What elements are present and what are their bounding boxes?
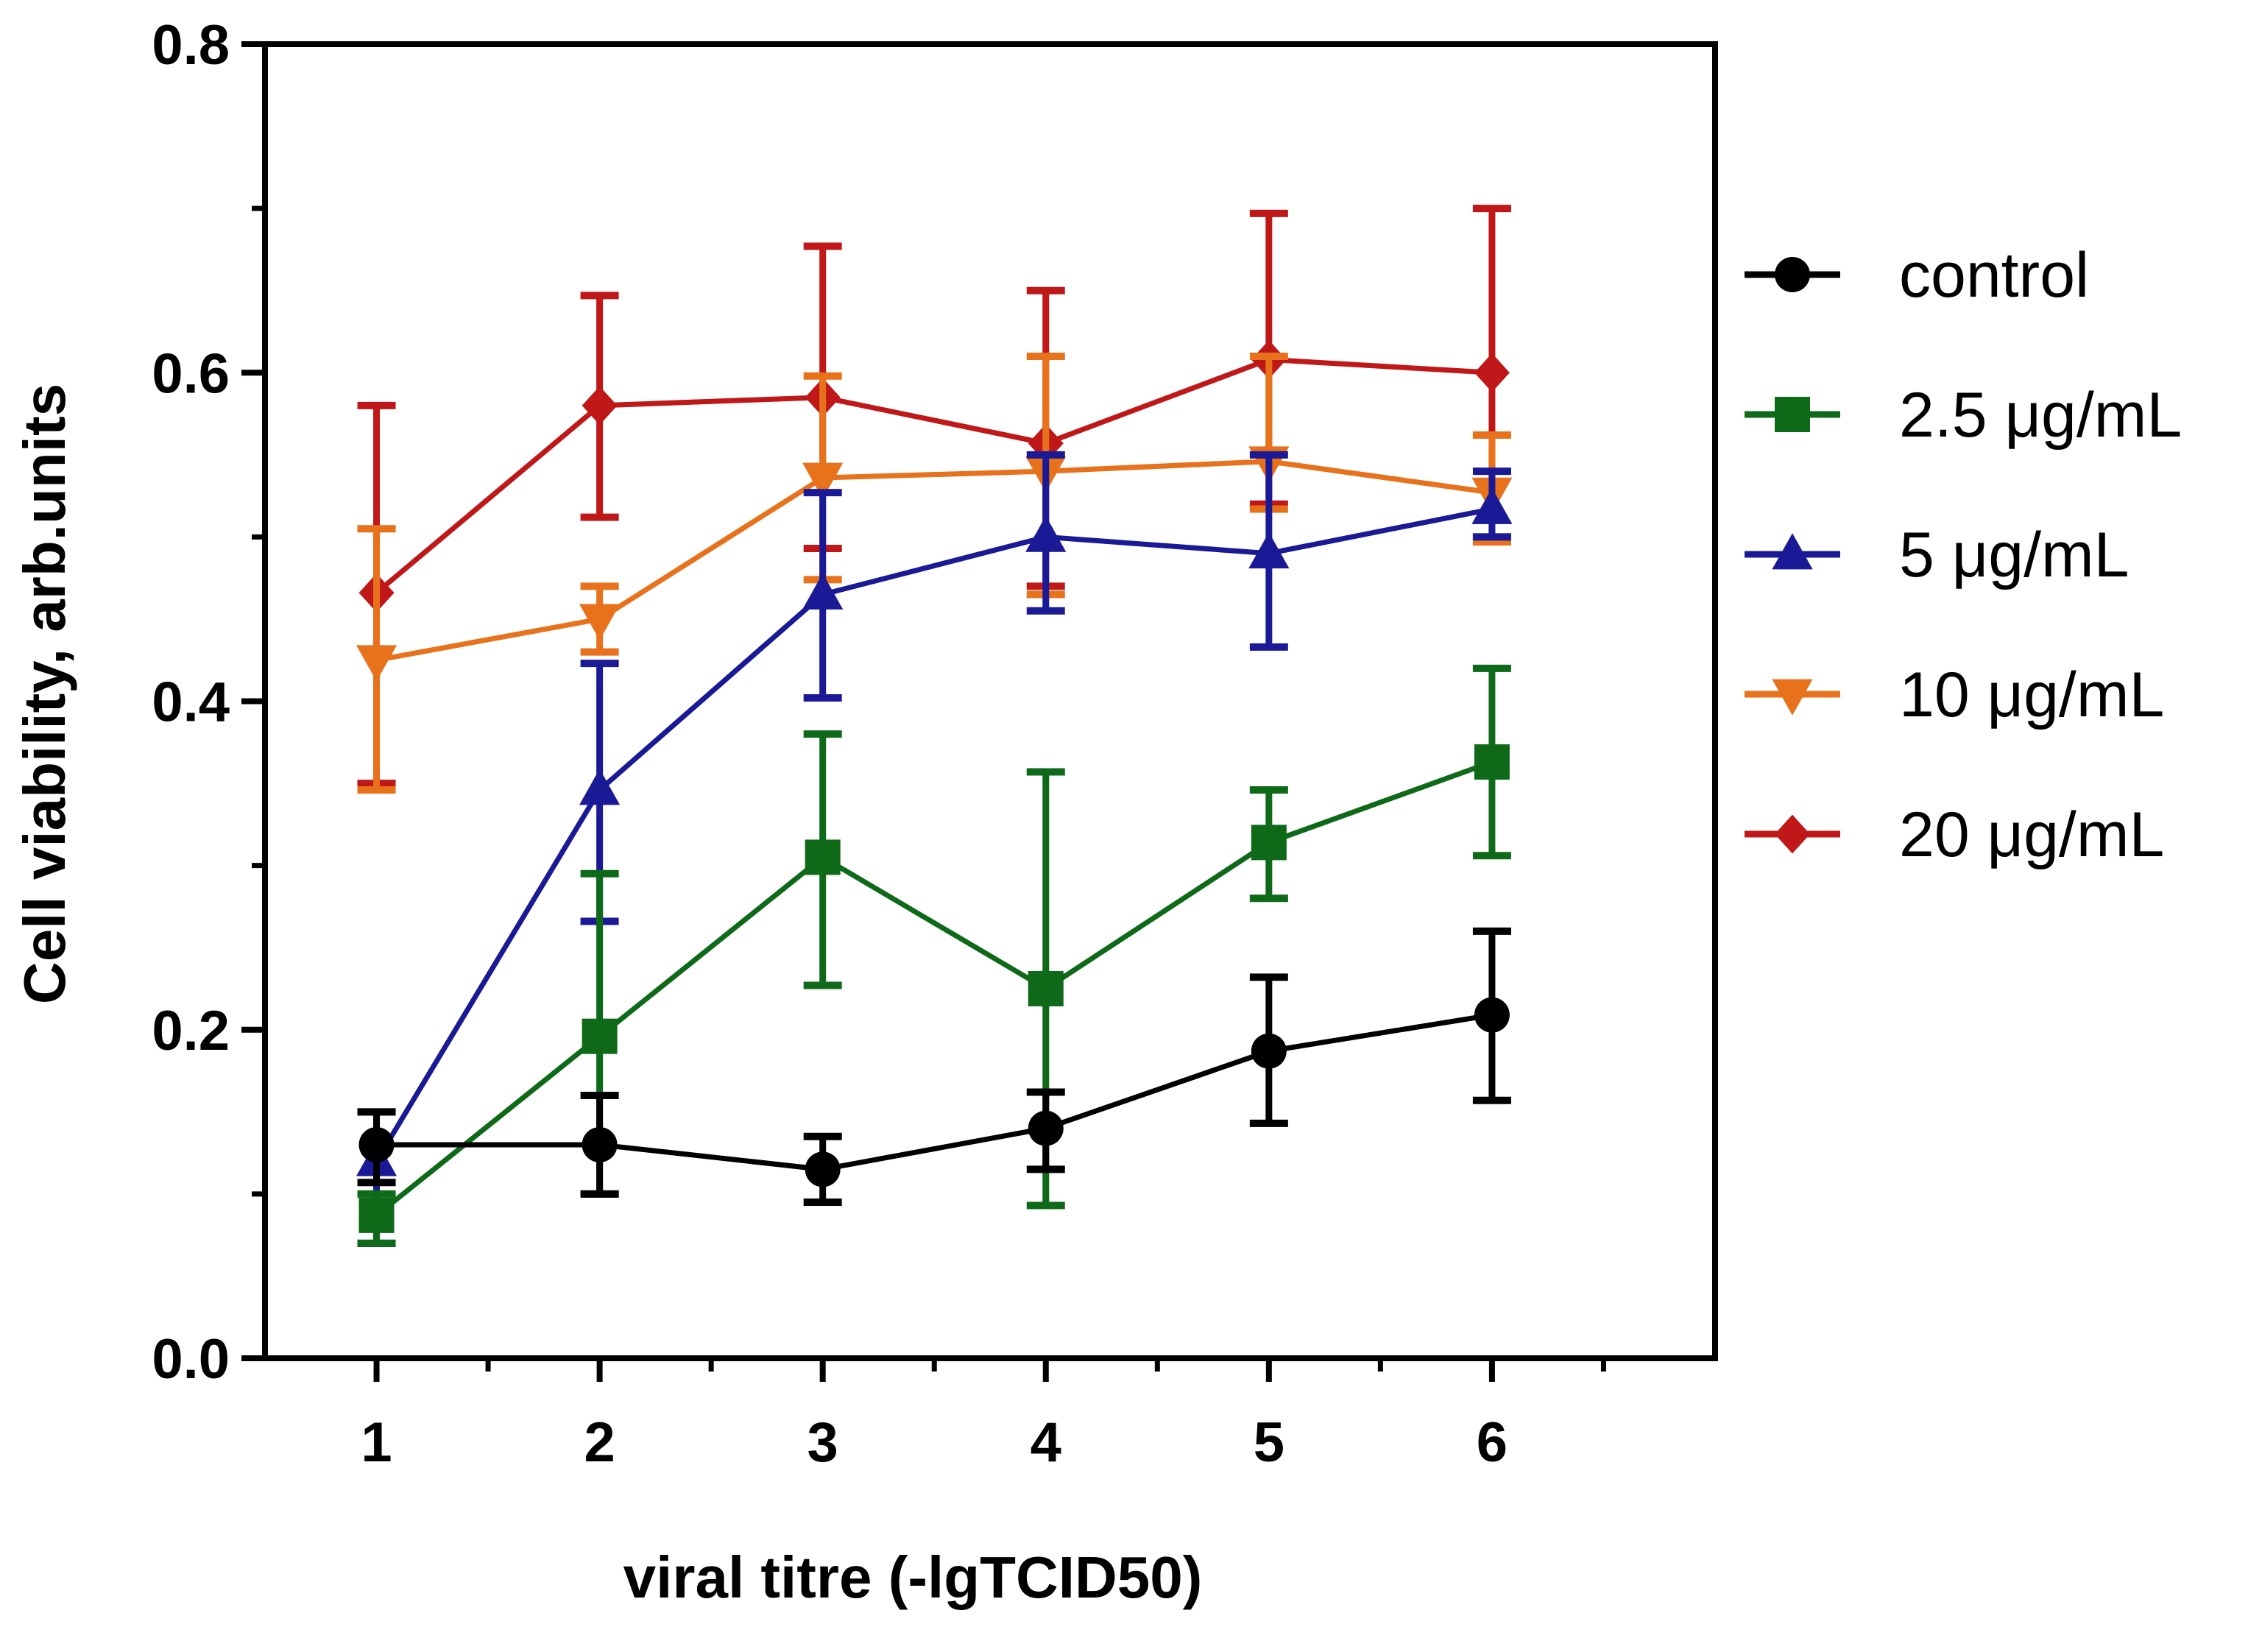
legend-item: 10 μg/mL	[1745, 660, 2164, 730]
legend: control 2.5 μg/mL 5 μg/mL 10 μg/mL 20 μg/mL	[1745, 240, 2182, 870]
plot-area	[262, 41, 1718, 1361]
data-point	[1251, 825, 1287, 861]
x-tick-label: 2	[584, 1411, 615, 1474]
series-line	[376, 1012, 1493, 1172]
data-point	[1028, 1110, 1064, 1146]
y-tick-label: 0.0	[152, 1328, 230, 1391]
x-tick-label: 3	[807, 1411, 838, 1474]
data-point	[1474, 744, 1510, 780]
series-line	[375, 759, 1494, 1218]
data-point	[579, 604, 621, 640]
data-point	[802, 573, 844, 610]
data-point	[579, 769, 621, 805]
data-point	[1248, 532, 1290, 569]
y-tick-label: 0.8	[152, 14, 230, 77]
data-point	[805, 839, 841, 875]
legend-item: 2.5 μg/mL	[1745, 380, 2182, 451]
axes-layer: 0.0 0.2 0.4 0.6 0.8 1 2 3 4 5 6 viral titre (-lgTCI…	[12, 14, 1606, 1610]
data-point	[802, 462, 844, 499]
x-tick-label: 1	[361, 1411, 392, 1474]
series-line	[375, 356, 1493, 595]
legend-label: control	[1899, 240, 2089, 311]
legend-label: 20 μg/mL	[1899, 799, 2164, 870]
x-tick-label: 5	[1254, 1411, 1284, 1474]
legend-marker	[1772, 679, 1813, 716]
legend-label: 10 μg/mL	[1899, 660, 2164, 730]
series-line	[374, 506, 1493, 1163]
y-tick-label: 0.2	[152, 1000, 230, 1062]
data-point	[358, 1126, 395, 1162]
legend-label: 2.5 μg/mL	[1899, 380, 2182, 451]
data-point	[1028, 970, 1064, 1006]
data-point	[1474, 353, 1510, 392]
data-point	[1474, 997, 1510, 1033]
series-2	[356, 451, 1513, 1247]
legend-marker	[1775, 397, 1810, 432]
plot-frame	[262, 41, 1718, 1361]
y-tick-label: 0.4	[152, 671, 230, 734]
x-tick-label: 4	[1031, 1411, 1061, 1474]
series-0	[357, 927, 1511, 1207]
data-point	[582, 1126, 618, 1162]
data-point	[1471, 487, 1513, 524]
data-point	[582, 386, 618, 426]
series-line	[375, 459, 1493, 663]
legend-label: 5 μg/mL	[1899, 520, 2129, 590]
legend-item: control	[1745, 240, 2089, 311]
data-point	[1251, 1033, 1287, 1069]
legend-marker	[1772, 533, 1813, 570]
series-1	[357, 664, 1511, 1247]
y-axis-title: Cell viability, arb.units	[12, 384, 77, 1004]
y-tick-label: 0.6	[152, 342, 230, 405]
legend-item: 20 μg/mL	[1745, 799, 2164, 870]
legend-item: 5 μg/mL	[1745, 520, 2129, 590]
data-point	[1025, 515, 1067, 552]
legend-marker	[1775, 257, 1810, 292]
data-point	[582, 1018, 618, 1054]
x-tick-label: 6	[1477, 1411, 1508, 1474]
x-axis-title: viral titre (-lgTCID50)	[623, 1545, 1203, 1610]
data-point	[805, 1151, 841, 1187]
legend-marker	[1775, 814, 1810, 854]
series-layer	[356, 205, 1513, 1247]
series-4	[357, 205, 1511, 788]
data-point	[358, 1197, 395, 1233]
data-point	[356, 645, 397, 682]
